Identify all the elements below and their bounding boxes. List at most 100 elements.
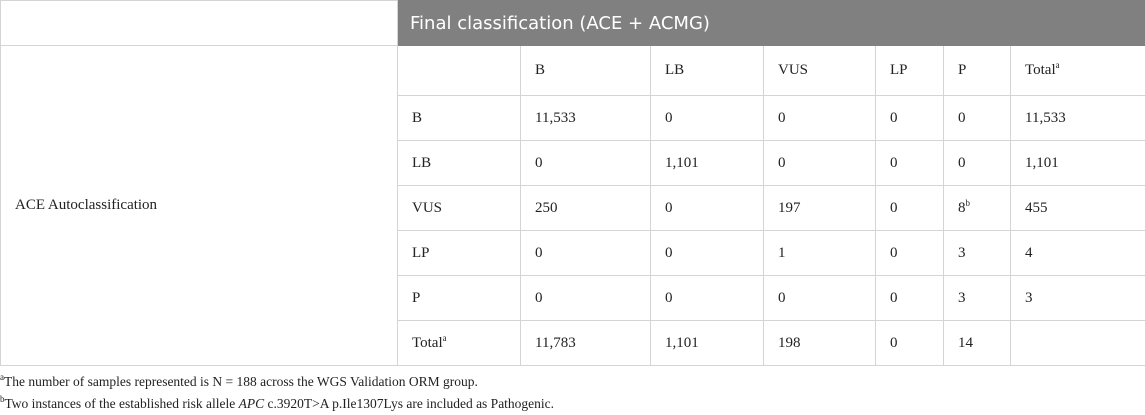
cell-text: 0	[778, 110, 786, 126]
cell: 0	[876, 231, 944, 276]
cell-text: 0	[890, 335, 898, 351]
cell-text: 3	[1025, 290, 1033, 306]
row-group-header: ACE Autoclassification	[1, 46, 398, 366]
cell-text: B	[412, 110, 422, 126]
row-label: LB	[398, 141, 521, 186]
cell-text: 1,101	[665, 155, 699, 171]
cell-text: 1,101	[665, 335, 699, 351]
cell-text: 0	[958, 155, 966, 171]
cell-text: 11,783	[535, 335, 576, 351]
cell: 0	[764, 96, 876, 141]
column-header: LP	[876, 46, 944, 96]
footnotes: aThe number of samples represented is N …	[0, 371, 1145, 415]
cell-text: 250	[535, 200, 558, 216]
cell: 3	[944, 276, 1011, 321]
cell	[1011, 321, 1145, 366]
cell: 3	[944, 231, 1011, 276]
cell-text: 0	[665, 245, 673, 261]
footnote: bTwo instances of the established risk a…	[0, 393, 1145, 415]
cell-text: VUS	[412, 200, 442, 216]
footnote: aThe number of samples represented is N …	[0, 371, 1145, 393]
cell: 0	[521, 276, 651, 321]
cell-text: 0	[890, 200, 898, 216]
cell-text: 455	[1025, 200, 1048, 216]
cell-text: 1	[778, 245, 786, 261]
cell: 11,533	[1011, 96, 1145, 141]
cell-text: B	[535, 62, 545, 78]
cell-text: Total	[412, 335, 443, 351]
row-label: B	[398, 96, 521, 141]
table: Final classification (ACE + ACMG) ACE Au…	[0, 0, 1145, 366]
cell-text: P	[412, 290, 420, 306]
cell-text: 198	[778, 335, 801, 351]
cell-text: 0	[535, 155, 543, 171]
cell: 0	[651, 231, 764, 276]
cell-text: 14	[958, 335, 973, 351]
footnote-text: The number of samples represented is N =…	[4, 374, 478, 389]
group-header-row: Final classification (ACE + ACMG)	[1, 1, 1145, 46]
superscript: a	[1056, 60, 1060, 70]
cell: 1	[764, 231, 876, 276]
row-label: VUS	[398, 186, 521, 231]
blank-cell	[398, 46, 521, 96]
footnote-text: APC	[239, 396, 265, 411]
footnote-text: c.3920T>A p.Ile1307Lys are included as P…	[264, 396, 554, 411]
column-header: VUS	[764, 46, 876, 96]
column-header: P	[944, 46, 1011, 96]
cell: 1,101	[651, 321, 764, 366]
row-label: P	[398, 276, 521, 321]
cell: 0	[876, 141, 944, 186]
column-header: LB	[651, 46, 764, 96]
cell-text: P	[958, 62, 966, 78]
cell-text: 0	[665, 200, 673, 216]
cell: 0	[521, 231, 651, 276]
cell-text: 0	[890, 245, 898, 261]
cell-text: LP	[890, 62, 908, 78]
row-label: Totala	[398, 321, 521, 366]
cell-text: LB	[412, 155, 431, 171]
cell-text: LP	[412, 245, 430, 261]
cell: 0	[944, 96, 1011, 141]
cell-text: 0	[778, 290, 786, 306]
cell-text: 0	[890, 155, 898, 171]
cell: 8b	[944, 186, 1011, 231]
cell: 0	[876, 186, 944, 231]
cell-text: LB	[665, 62, 684, 78]
cell: 1,101	[1011, 141, 1145, 186]
cell: 0	[876, 321, 944, 366]
cell-text: 197	[778, 200, 801, 216]
cell-text: 0	[665, 290, 673, 306]
cell-text: 1,101	[1025, 155, 1059, 171]
cell-text: 11,533	[1025, 110, 1066, 126]
cell: 0	[764, 141, 876, 186]
cell: 0	[876, 96, 944, 141]
cell-text: 8	[958, 200, 966, 216]
cell: 0	[651, 186, 764, 231]
corner-cell	[1, 1, 398, 46]
cell: 250	[521, 186, 651, 231]
cell: 0	[764, 276, 876, 321]
cell-text: 0	[535, 290, 543, 306]
cell-text: 0	[958, 110, 966, 126]
superscript: a	[443, 333, 447, 343]
cell: 14	[944, 321, 1011, 366]
cell-text: 0	[665, 110, 673, 126]
cell-text: 4	[1025, 245, 1033, 261]
cell: 1,101	[651, 141, 764, 186]
cell: 3	[1011, 276, 1145, 321]
cell-text: Total	[1025, 62, 1056, 78]
cell: 455	[1011, 186, 1145, 231]
cell: 0	[651, 96, 764, 141]
cell-text: 3	[958, 245, 966, 261]
cell: 4	[1011, 231, 1145, 276]
superscript: b	[966, 198, 971, 208]
cell: 197	[764, 186, 876, 231]
cell: 11,783	[521, 321, 651, 366]
cell-text: 11,533	[535, 110, 576, 126]
cell: 198	[764, 321, 876, 366]
footnote-text: Two instances of the established risk al…	[5, 396, 239, 411]
cell-text: 0	[535, 245, 543, 261]
column-header: Totala	[1011, 46, 1145, 96]
